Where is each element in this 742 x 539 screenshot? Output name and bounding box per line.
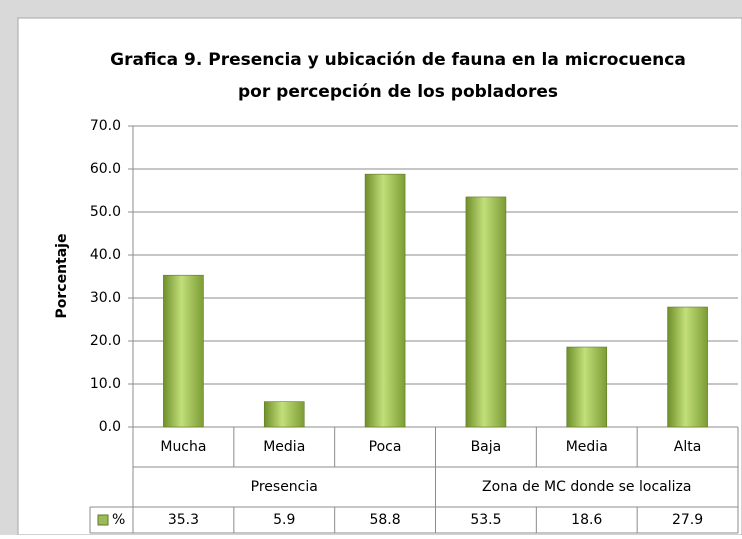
table-value: 58.8	[369, 512, 400, 528]
chart-title: Grafica 9. Presencia y ubicación de faun…	[110, 50, 686, 70]
x-tick-label: Media	[263, 439, 305, 455]
y-tick-label: 30.0	[90, 290, 121, 306]
x-tick-label: Poca	[369, 439, 402, 455]
legend-label: %	[112, 512, 125, 528]
y-tick-label: 0.0	[99, 419, 121, 435]
table-value: 5.9	[273, 512, 295, 528]
bar	[566, 346, 608, 428]
chart-title: por percepción de los pobladores	[238, 82, 558, 102]
bar	[667, 306, 708, 428]
table-value: 27.9	[672, 512, 703, 528]
x-tick-label: Baja	[471, 439, 502, 455]
x-tick-label: Media	[566, 439, 608, 455]
y-tick-label: 50.0	[90, 204, 121, 220]
y-tick-label: 40.0	[90, 247, 121, 263]
table-value: 35.3	[168, 512, 199, 528]
y-tick-label: 70.0	[90, 118, 121, 134]
group-label: Zona de MC donde se localiza	[482, 479, 691, 495]
group-label: Presencia	[251, 479, 318, 495]
y-tick-label: 10.0	[90, 376, 121, 392]
x-tick-label: Alta	[674, 439, 702, 455]
y-tick-label: 20.0	[90, 333, 121, 349]
y-axis-label: Porcentaje	[54, 234, 70, 319]
legend-swatch	[97, 514, 109, 526]
x-tick-label: Mucha	[160, 439, 206, 455]
table-value: 18.6	[571, 512, 602, 528]
bar	[163, 274, 204, 428]
table-value: 53.5	[470, 512, 501, 528]
y-tick-label: 60.0	[90, 161, 121, 177]
bar	[465, 196, 507, 428]
bar	[364, 173, 406, 428]
bar	[263, 401, 305, 428]
